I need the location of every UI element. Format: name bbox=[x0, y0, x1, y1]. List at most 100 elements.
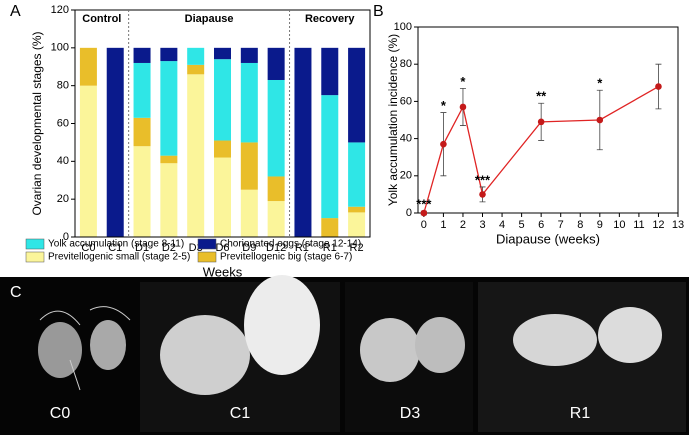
bar-segment bbox=[294, 47, 312, 238]
legend-swatch bbox=[25, 251, 45, 263]
panel-label: A bbox=[10, 3, 21, 20]
significance-label: *** bbox=[416, 197, 432, 212]
panel-label: B bbox=[373, 3, 384, 20]
y-tick-label: 40 bbox=[400, 133, 412, 145]
bar-segment bbox=[267, 47, 285, 80]
bar-segment bbox=[240, 62, 258, 143]
bar-segment bbox=[160, 47, 178, 62]
y-tick-label: 80 bbox=[400, 58, 412, 70]
x-tick-label: 6 bbox=[538, 219, 544, 231]
bar-segment bbox=[321, 47, 339, 96]
section-label: Recovery bbox=[305, 13, 355, 25]
bar-segment bbox=[214, 59, 231, 141]
point bbox=[537, 118, 545, 126]
y-tick-label: 60 bbox=[57, 117, 69, 129]
photo-c0 bbox=[38, 306, 131, 391]
y-axis-title: Ovarian developmental stages (%) bbox=[30, 31, 44, 215]
point bbox=[420, 209, 428, 217]
x-tick-label: D9 bbox=[242, 242, 256, 254]
x-tick-label: C1 bbox=[108, 242, 122, 254]
x-tick-label: 12 bbox=[652, 219, 664, 231]
section-label: Control bbox=[82, 13, 121, 25]
x-tick-label: 1 bbox=[440, 219, 446, 231]
x-tick-label: R1' bbox=[295, 242, 311, 254]
x-tick-label: 9 bbox=[597, 219, 603, 231]
bar-segment bbox=[214, 47, 231, 60]
bar-segment bbox=[321, 95, 339, 219]
y-tick-label: 0 bbox=[63, 231, 69, 243]
x-tick-label: D1 bbox=[135, 242, 149, 254]
bar-segment bbox=[133, 117, 151, 147]
plot-frame bbox=[417, 26, 679, 214]
x-tick-label: 2 bbox=[460, 219, 466, 231]
photo-d3 bbox=[345, 282, 473, 432]
significance-label: * bbox=[460, 74, 466, 89]
y-tick-label: 100 bbox=[394, 21, 412, 33]
bar-segment bbox=[133, 146, 151, 237]
point bbox=[459, 103, 467, 111]
photo-label: C0 bbox=[50, 405, 71, 422]
x-tick-label: 8 bbox=[577, 219, 583, 231]
point bbox=[655, 83, 662, 90]
significance-label: *** bbox=[475, 172, 491, 187]
y-tick-label: 20 bbox=[400, 170, 412, 182]
photo-label: D3 bbox=[400, 405, 421, 422]
legend-label: Chorionated eggs (stage 12-14) bbox=[220, 239, 361, 250]
bar-segment bbox=[348, 47, 366, 143]
photo-label: C1 bbox=[230, 405, 251, 422]
bar-segment bbox=[267, 201, 285, 237]
x-tick-label: 13 bbox=[672, 219, 684, 231]
bar-segment bbox=[79, 85, 97, 238]
bar-segment bbox=[133, 62, 151, 118]
legend-swatch bbox=[197, 238, 217, 250]
y-tick-label: 120 bbox=[51, 4, 69, 16]
bar-segment bbox=[348, 206, 366, 213]
point bbox=[440, 140, 447, 148]
bar-segment bbox=[240, 189, 258, 237]
photo-c1 bbox=[140, 275, 340, 432]
bar-segment bbox=[267, 176, 285, 202]
y-tick-label: 80 bbox=[57, 80, 69, 92]
bar-segment bbox=[214, 157, 231, 237]
x-tick-label: R2 bbox=[350, 242, 364, 254]
bar-segment bbox=[240, 142, 258, 190]
y-tick-label: 100 bbox=[51, 42, 69, 54]
bar-segment bbox=[348, 212, 366, 237]
bar-segment bbox=[267, 79, 285, 177]
bar-segment bbox=[187, 74, 205, 237]
x-axis-title: Diapause (weeks) bbox=[496, 231, 600, 246]
bar-segment bbox=[187, 47, 205, 65]
y-tick-label: 20 bbox=[57, 193, 69, 205]
x-tick-label: C0 bbox=[81, 242, 95, 254]
bar-segment bbox=[187, 64, 205, 75]
section-label: Diapause bbox=[185, 13, 234, 25]
x-tick-label: 7 bbox=[558, 219, 564, 231]
significance-label: * bbox=[441, 98, 447, 113]
y-tick-label: 40 bbox=[57, 155, 69, 167]
x-tick-label: 3 bbox=[479, 219, 485, 231]
y-axis-title: Yolk accumulation incidence (%) bbox=[386, 34, 400, 206]
legend-label: Yolk accumulation (stage 8-11) bbox=[48, 239, 184, 250]
x-tick-label: R1 bbox=[323, 242, 337, 254]
plot-frame bbox=[74, 9, 371, 238]
significance-label: ** bbox=[536, 89, 547, 104]
x-tick-label: D12 bbox=[266, 242, 286, 254]
point bbox=[596, 116, 604, 124]
bar-segment bbox=[160, 155, 178, 164]
legend-label: Previtellogenic big (stage 6-7) bbox=[220, 252, 352, 263]
bar-segment bbox=[160, 61, 178, 156]
photo-r1 bbox=[478, 282, 686, 432]
bar-segment bbox=[79, 47, 97, 86]
x-axis-title: Weeks bbox=[203, 264, 243, 279]
y-tick-label: 0 bbox=[406, 207, 412, 219]
legend-label: Previtellogenic small (stage 2-5) bbox=[48, 252, 190, 263]
x-tick-label: 5 bbox=[519, 219, 525, 231]
bar-segment bbox=[348, 142, 366, 207]
x-tick-label: 0 bbox=[421, 219, 427, 231]
x-tick-label: 11 bbox=[633, 219, 644, 231]
bar-segment bbox=[240, 47, 258, 63]
significance-label: * bbox=[597, 76, 603, 91]
bar-segment bbox=[160, 163, 178, 237]
legend-swatch bbox=[25, 238, 45, 250]
